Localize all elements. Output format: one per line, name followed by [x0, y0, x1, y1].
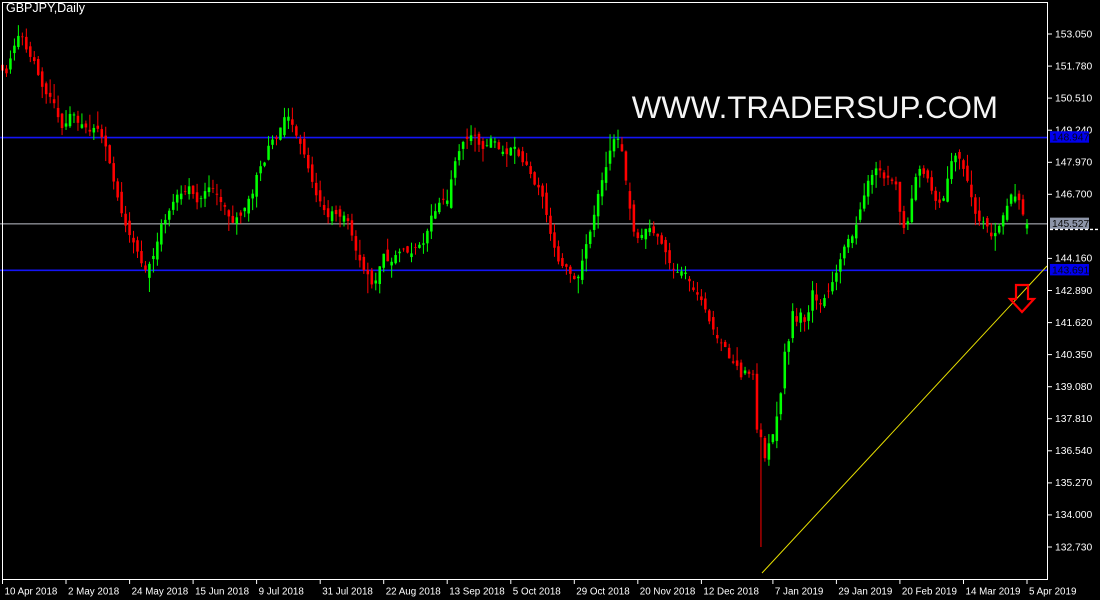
svg-text:7 Jan 2019: 7 Jan 2019 — [775, 587, 823, 598]
svg-text:20 Nov 2018: 20 Nov 2018 — [640, 587, 696, 598]
svg-text:22 Aug 2018: 22 Aug 2018 — [386, 587, 442, 598]
svg-text:134.000: 134.000 — [1055, 510, 1092, 521]
svg-text:145.527: 145.527 — [1052, 219, 1089, 230]
svg-text:12 Dec 2018: 12 Dec 2018 — [703, 587, 759, 598]
svg-text:150.510: 150.510 — [1055, 93, 1092, 104]
svg-text:136.540: 136.540 — [1055, 446, 1092, 457]
svg-text:13 Sep 2018: 13 Sep 2018 — [449, 587, 505, 598]
svg-text:24 May 2018: 24 May 2018 — [132, 587, 189, 598]
svg-text:144.160: 144.160 — [1055, 254, 1092, 265]
svg-text:14 Mar 2019: 14 Mar 2019 — [966, 587, 1021, 598]
svg-text:31 Jul 2018: 31 Jul 2018 — [322, 587, 373, 598]
svg-text:GBPJPY,Daily: GBPJPY,Daily — [6, 1, 86, 15]
svg-text:20 Feb 2019: 20 Feb 2019 — [902, 587, 957, 598]
svg-text:139.080: 139.080 — [1055, 382, 1092, 393]
svg-text:141.620: 141.620 — [1055, 318, 1092, 329]
svg-text:2 May 2018: 2 May 2018 — [68, 587, 120, 598]
svg-text:148.947: 148.947 — [1052, 133, 1089, 144]
svg-text:146.700: 146.700 — [1055, 190, 1092, 201]
svg-text:153.050: 153.050 — [1055, 29, 1092, 40]
svg-text:5 Apr 2019: 5 Apr 2019 — [1029, 587, 1076, 598]
svg-text:132.730: 132.730 — [1055, 542, 1092, 553]
svg-text:5 Oct 2018: 5 Oct 2018 — [513, 587, 561, 598]
svg-text:29 Jan 2019: 29 Jan 2019 — [838, 587, 892, 598]
svg-text:15 Jun 2018: 15 Jun 2018 — [195, 587, 249, 598]
svg-text:WWW.TRADERSUP.COM: WWW.TRADERSUP.COM — [632, 90, 998, 125]
svg-text:147.970: 147.970 — [1055, 158, 1092, 169]
svg-text:142.890: 142.890 — [1055, 286, 1092, 297]
svg-text:137.810: 137.810 — [1055, 414, 1092, 425]
svg-text:29 Oct 2018: 29 Oct 2018 — [576, 587, 630, 598]
svg-text:143.691: 143.691 — [1052, 265, 1089, 276]
svg-text:9 Jul 2018: 9 Jul 2018 — [259, 587, 305, 598]
svg-text:140.350: 140.350 — [1055, 350, 1092, 361]
svg-text:151.780: 151.780 — [1055, 61, 1092, 72]
svg-text:10 Apr 2018: 10 Apr 2018 — [5, 587, 58, 598]
svg-text:135.270: 135.270 — [1055, 478, 1092, 489]
